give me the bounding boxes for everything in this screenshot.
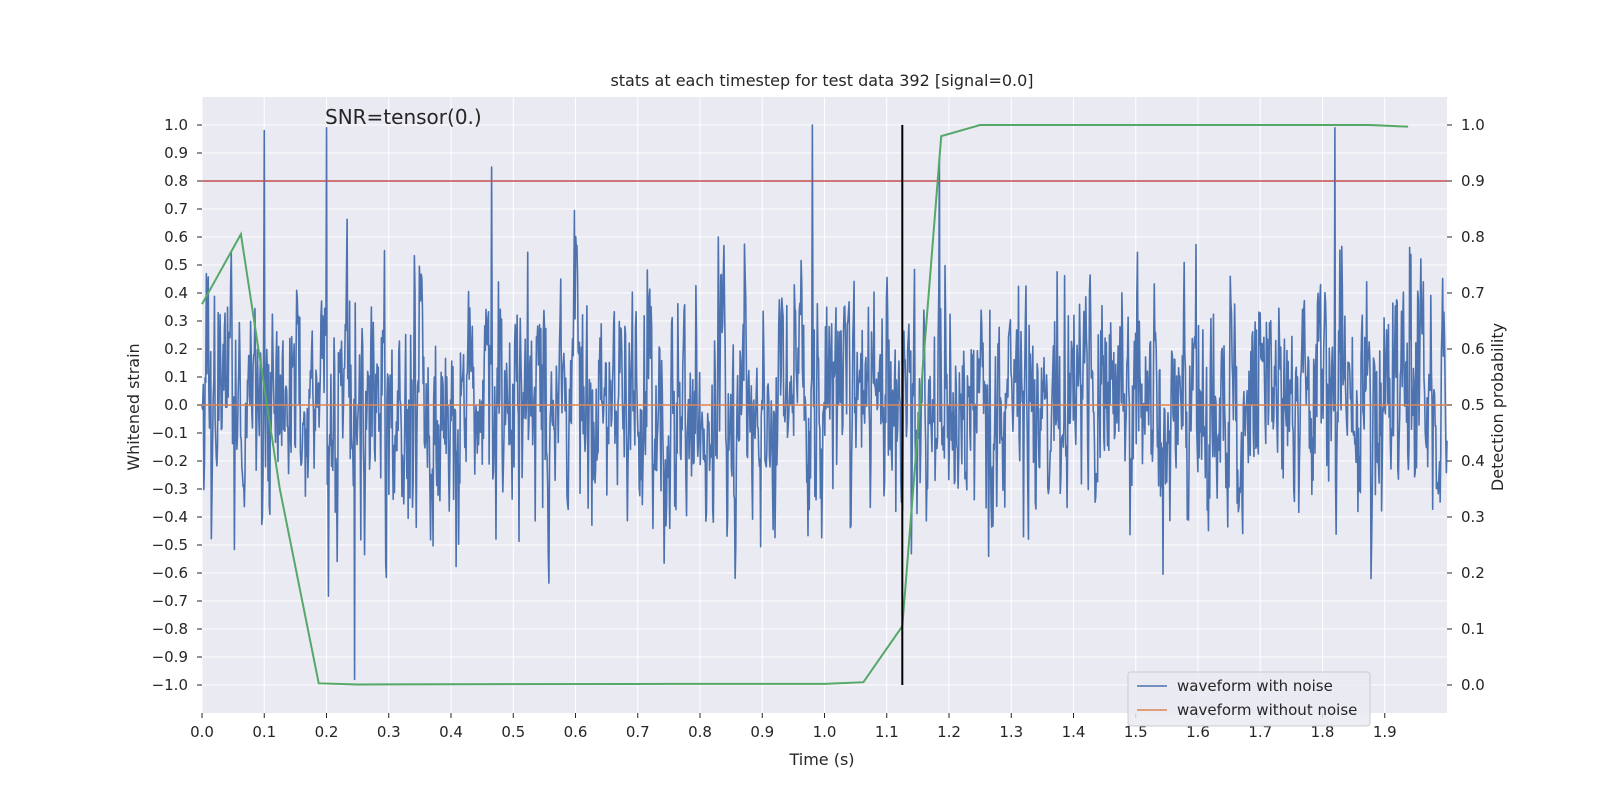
x-tick-label: 0.9 [750,723,774,741]
x-tick-label: 1.3 [999,723,1023,741]
x-tick-label: 1.0 [813,723,837,741]
x-tick-label: 0.8 [688,723,712,741]
x-tick-label: 0.0 [190,723,214,741]
y-left-tick-label: 0.5 [164,256,188,274]
legend-label-waveform-with-noise: waveform with noise [1177,677,1333,695]
y-left-tick-label: −0.6 [152,564,188,582]
x-tick-label: 0.5 [501,723,525,741]
x-tick-label: 1.2 [937,723,961,741]
snr-annotation: SNR=tensor(0.) [325,105,482,129]
series-layer [201,124,1448,686]
y-left-tick-label: −0.2 [152,452,188,470]
y-right-tick-label: 0.1 [1461,620,1485,638]
y-left-tick-label: −0.3 [152,480,188,498]
x-axis-label: Time (s) [788,750,854,769]
x-tick-label: 1.5 [1124,723,1148,741]
y-right-tick-label: 0.6 [1461,340,1485,358]
legend: waveform with noise waveform without noi… [1127,671,1371,727]
y-left-tick-label: −0.8 [152,620,188,638]
x-tick-label: 0.3 [377,723,401,741]
y-right-axis-ticks: 1.0 0.9 0.8 0.7 0.6 0.5 0.4 0.3 0.2 0.1 0.0 [1447,116,1485,694]
y-right-tick-label: 0.5 [1461,396,1485,414]
y-left-tick-label: 0.0 [164,396,188,414]
x-tick-label: 0.7 [626,723,650,741]
y-left-tick-label: −0.1 [152,424,188,442]
y-left-tick-label: 0.3 [164,312,188,330]
y-right-tick-label: 0.4 [1461,452,1485,470]
y-right-tick-label: 1.0 [1461,116,1485,134]
y-left-axis-ticks: 1.0 0.9 0.8 0.7 0.6 0.5 0.4 0.3 0.2 0.1 0.0 −0.1 −0.… [152,116,202,694]
series-waveform-with-noise [201,124,1448,681]
chart-title: stats at each timestep for test data 392… [610,71,1033,90]
y-left-tick-label: 0.4 [164,284,188,302]
y-right-axis-label: Detection probability [1488,323,1507,491]
y-left-tick-label: 0.8 [164,172,188,190]
y-left-axis-label: Whitened strain [124,343,143,470]
y-right-tick-label: 0.9 [1461,172,1485,190]
x-tick-label: 0.1 [252,723,276,741]
y-right-tick-label: 0.7 [1461,284,1485,302]
x-tick-label: 1.7 [1248,723,1272,741]
legend-label-waveform-without-noise: waveform without noise [1177,701,1357,719]
x-tick-label: 1.6 [1186,723,1210,741]
y-left-tick-label: 0.2 [164,340,188,358]
y-left-tick-label: 0.9 [164,144,188,162]
y-right-tick-label: 0.3 [1461,508,1485,526]
y-left-tick-label: −0.4 [152,508,188,526]
y-left-tick-label: 0.7 [164,200,188,218]
y-left-tick-label: 1.0 [164,116,188,134]
y-left-tick-label: −0.7 [152,592,188,610]
x-tick-label: 0.4 [439,723,463,741]
x-tick-label: 1.4 [1062,723,1086,741]
x-axis-ticks: 0.0 0.1 0.2 0.3 0.4 0.5 0.6 0.7 0.8 0.9 1.0 1.1 1.2 1… [190,713,1397,741]
y-left-tick-label: −0.5 [152,536,188,554]
y-right-tick-label: 0.2 [1461,564,1485,582]
x-tick-label: 1.1 [875,723,899,741]
legend-box [1127,671,1371,727]
y-left-tick-label: −0.9 [152,648,188,666]
x-tick-label: 0.6 [564,723,588,741]
y-right-tick-label: 0.0 [1461,676,1485,694]
y-left-tick-label: −1.0 [152,676,188,694]
x-tick-label: 1.9 [1373,723,1397,741]
y-right-tick-label: 0.8 [1461,228,1485,246]
y-left-tick-label: 0.6 [164,228,188,246]
y-left-tick-label: 0.1 [164,368,188,386]
x-tick-label: 1.8 [1311,723,1335,741]
x-tick-label: 0.2 [315,723,339,741]
